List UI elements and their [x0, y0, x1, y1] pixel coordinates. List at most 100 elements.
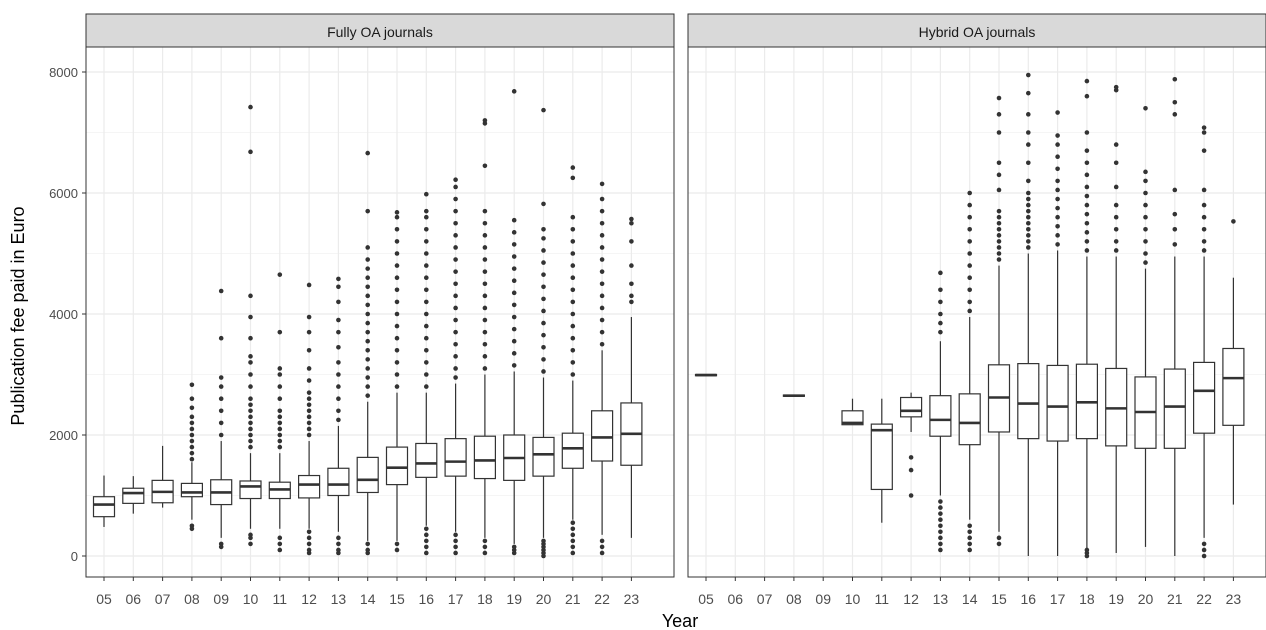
box-13: [327, 276, 350, 556]
outlier-point: [1113, 239, 1119, 244]
outlier-point: [570, 263, 576, 268]
outlier-point: [938, 541, 943, 547]
outlier-point: [938, 270, 943, 276]
outlier-point: [453, 532, 458, 538]
outlier-point: [394, 275, 400, 281]
x-tick-label: 23: [1226, 591, 1242, 607]
outlier-point: [1084, 148, 1090, 153]
box-16: [1017, 72, 1040, 556]
outlier-point: [482, 208, 488, 214]
outlier-point: [511, 302, 517, 308]
outlier-point: [1084, 78, 1090, 84]
outlier-point: [967, 547, 972, 553]
outlier-point: [306, 314, 312, 320]
outlier-point: [394, 214, 400, 220]
outlier-point: [599, 233, 605, 238]
outlier-point: [938, 287, 943, 293]
outlier-point: [394, 360, 400, 365]
outlier-point: [1026, 72, 1031, 78]
outlier-point: [599, 550, 605, 556]
outlier-point: [996, 233, 1002, 238]
outlier-point: [599, 281, 605, 287]
outlier-point: [1201, 148, 1207, 153]
x-tick-label: 06: [126, 591, 142, 607]
outlier-point: [336, 360, 341, 365]
outlier-point: [599, 293, 605, 299]
outlier-point: [365, 150, 371, 156]
outlier-point: [629, 299, 634, 305]
outlier-point: [365, 384, 371, 389]
outlier-point: [1055, 214, 1060, 220]
outlier-point: [967, 308, 972, 314]
outlier-point: [218, 408, 224, 414]
outlier-point: [1084, 160, 1090, 166]
outlier-point: [511, 326, 517, 332]
outlier-point: [336, 344, 341, 350]
outlier-point: [336, 547, 341, 553]
x-tick-label: 21: [1167, 591, 1183, 607]
iqr-box: [532, 436, 555, 477]
iqr-box: [327, 467, 350, 497]
outlier-point: [189, 405, 195, 411]
outlier-point: [570, 175, 576, 181]
outlier-point: [541, 296, 546, 302]
iqr-box: [1192, 361, 1216, 434]
outlier-point: [1055, 223, 1060, 229]
iqr-box: [1017, 363, 1040, 440]
x-tick-label: 05: [698, 591, 714, 607]
outlier-point: [938, 505, 943, 510]
outlier-point: [394, 547, 400, 553]
outlier-point: [277, 541, 283, 547]
outlier-point: [482, 269, 488, 274]
x-tick-label: 23: [624, 591, 640, 607]
outlier-point: [996, 541, 1002, 547]
outlier-point: [424, 360, 429, 365]
outlier-point: [248, 384, 253, 389]
outlier-point: [967, 227, 972, 232]
outlier-point: [967, 263, 972, 268]
box-17: [1046, 110, 1069, 556]
outlier-point: [967, 202, 972, 208]
outlier-point: [570, 335, 576, 341]
outlier-point: [1143, 251, 1148, 256]
box-15: [987, 95, 1011, 547]
x-tick-label: 17: [448, 591, 464, 607]
outlier-point: [248, 426, 253, 432]
outlier-point: [424, 214, 429, 220]
outlier-point: [1201, 248, 1207, 253]
outlier-point: [248, 293, 253, 299]
outlier-point: [218, 541, 224, 547]
box-19: [1105, 84, 1128, 553]
outlier-point: [306, 432, 312, 438]
outlier-point: [629, 263, 634, 268]
outlier-point: [306, 402, 312, 408]
box-12: [899, 392, 923, 498]
outlier-point: [967, 275, 972, 281]
outlier-point: [967, 529, 972, 535]
outlier-point: [967, 190, 972, 196]
iqr-box: [1163, 368, 1186, 449]
outlier-point: [996, 245, 1002, 250]
outlier-point: [570, 360, 576, 365]
outlier-point: [1026, 160, 1031, 166]
outlier-point: [482, 544, 488, 550]
outlier-point: [365, 266, 371, 271]
outlier-point: [1201, 214, 1207, 220]
outlier-point: [365, 284, 371, 290]
outlier-point: [1026, 208, 1031, 214]
outlier-point: [365, 338, 371, 344]
outlier-point: [629, 216, 634, 222]
outlier-point: [453, 375, 458, 380]
outlier-point: [482, 118, 488, 123]
outlier-point: [277, 372, 283, 377]
outlier-point: [996, 187, 1002, 193]
outlier-point: [365, 366, 371, 371]
outlier-point: [248, 335, 253, 341]
outlier-point: [1143, 178, 1148, 184]
iqr-box: [415, 442, 438, 478]
box-08: [782, 394, 806, 397]
panel-hybrid-oa: Hybrid OA journals 05 06 07 08 09 10 11 12 13 14 15…: [687, 13, 1266, 607]
outlier-point: [570, 275, 576, 281]
outlier-point: [218, 432, 224, 438]
outlier-point: [394, 210, 400, 215]
